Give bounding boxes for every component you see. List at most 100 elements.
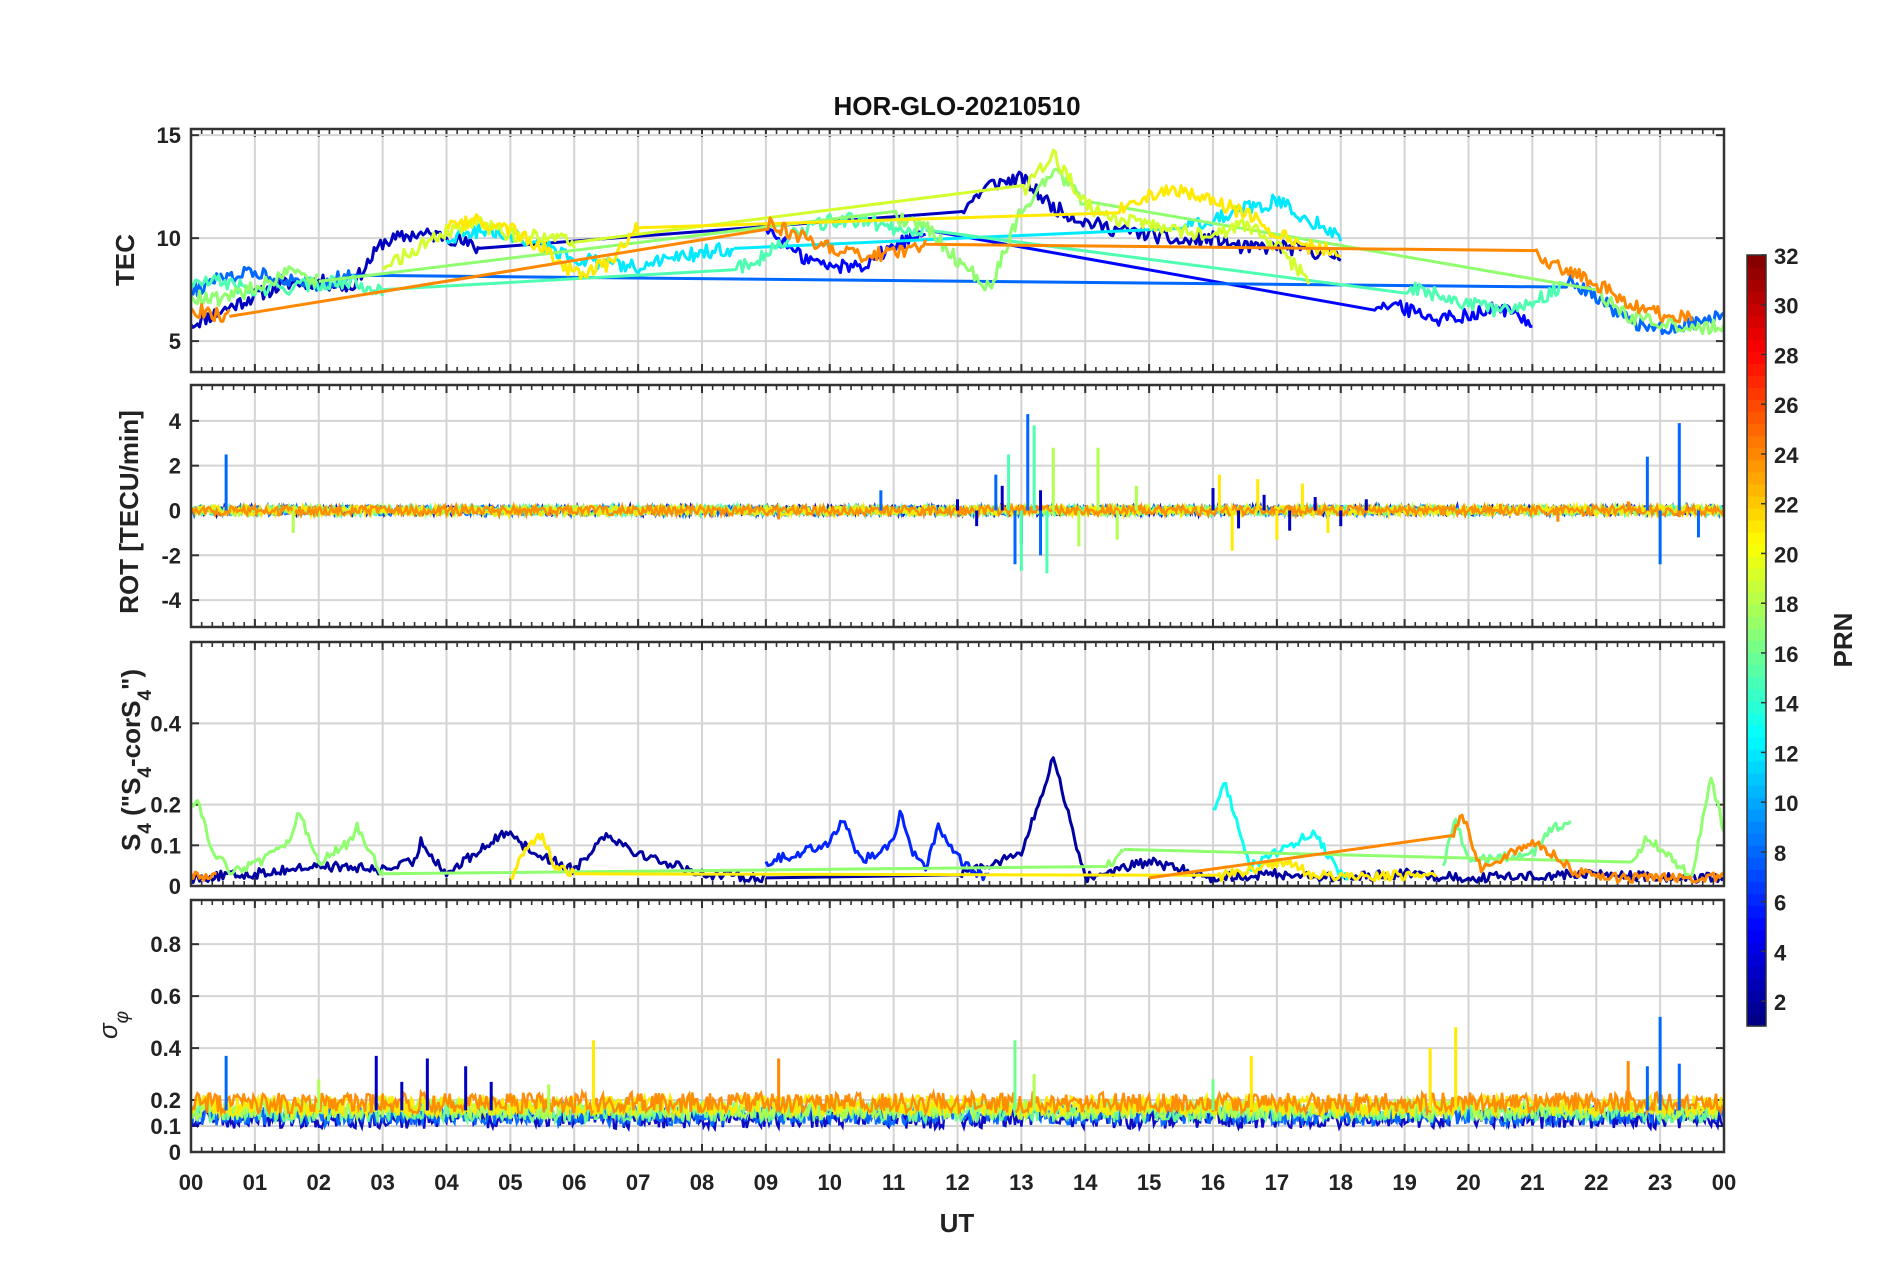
x-axis-label: UT [940, 1208, 975, 1238]
x-tick-label: 00 [1712, 1170, 1736, 1195]
colorbar-segment [1747, 580, 1766, 593]
colorbar-segment [1747, 688, 1766, 702]
colorbar-segment [1747, 604, 1766, 618]
x-tick-label: 10 [818, 1170, 842, 1195]
colorbar-tick-label: 2 [1774, 990, 1786, 1015]
colorbar-tick-label: 26 [1774, 393, 1798, 418]
series-prn-21 [510, 832, 1438, 883]
colorbar-segment [1747, 507, 1766, 521]
colorbar-tick-label: 18 [1774, 592, 1798, 617]
colorbar-segment [1747, 291, 1766, 304]
y-tick-label: 0.1 [150, 1114, 181, 1139]
colorbar-segment [1747, 616, 1766, 630]
colorbar-segment [1747, 821, 1766, 834]
axes-frame-s4 [189, 640, 1726, 888]
y-tick-label: -2 [161, 543, 181, 568]
x-tick-label: 21 [1520, 1170, 1544, 1195]
x-tick-label: 01 [243, 1170, 267, 1195]
x-tick-label: 11 [882, 1170, 905, 1195]
colorbar-segment [1747, 785, 1766, 798]
colorbar-segment [1747, 881, 1766, 895]
colorbar-segment [1747, 977, 1766, 991]
colorbar-segment [1747, 917, 1766, 931]
x-tick-label: 15 [1137, 1170, 1161, 1195]
colorbar-segment [1747, 1013, 1766, 1027]
colorbar-segment [1747, 435, 1766, 449]
y-tick-label: 0.8 [150, 932, 181, 957]
colorbar-segment [1747, 869, 1766, 883]
x-tick-label: 19 [1392, 1170, 1416, 1195]
x-tick-label: 14 [1073, 1170, 1098, 1195]
y-tick-label: 0.6 [150, 984, 181, 1009]
x-tick-label: 04 [434, 1170, 459, 1195]
colorbar-label: PRN [1828, 613, 1858, 668]
series-prn-6 [764, 809, 990, 882]
series-prn-24 [191, 813, 1724, 884]
colorbar-segment [1747, 893, 1766, 907]
y-tick-label: 0 [169, 498, 181, 523]
y-tick-label: 2 [169, 454, 181, 479]
colorbar-segment [1747, 459, 1766, 473]
series-prn-21 [445, 184, 1342, 280]
colorbar-segment [1747, 664, 1766, 678]
colorbar-tick-label: 16 [1774, 642, 1798, 667]
colorbar-segment [1747, 520, 1766, 533]
colorbar-segment [1747, 941, 1766, 955]
x-tick-label: 17 [1265, 1170, 1289, 1195]
baseline-prn-24 [191, 1087, 1724, 1118]
x-tick-label: 12 [945, 1170, 969, 1195]
y-tick-label: 0.2 [150, 793, 181, 818]
series-prn-13 [1212, 781, 1349, 881]
y-tick-label: 15 [157, 123, 181, 148]
x-tick-label: 08 [690, 1170, 714, 1195]
colorbar-tick-label: 22 [1774, 493, 1798, 518]
colorbar-segment [1747, 857, 1766, 870]
series-prn-17 [191, 167, 1724, 336]
colorbar-tick-label: 30 [1774, 294, 1798, 319]
plot-area-tec [191, 148, 1724, 336]
panel-sigma_phi: 00 01 02 03 04 05 06 07 08 09 10 11 12 13 14 15 16 17 18 19… [150, 898, 1736, 1195]
colorbar-segment [1747, 652, 1766, 666]
colorbar-segment [1747, 676, 1766, 690]
x-tick-label: 07 [626, 1170, 650, 1195]
y-label-tec: TEC [110, 234, 140, 286]
panel-rot: -4 -2 0 2 4 [161, 383, 1726, 629]
colorbar-segment [1747, 592, 1766, 605]
x-tick-label: 02 [307, 1170, 331, 1195]
y-tick-label: 0 [169, 874, 181, 899]
colorbar-segment [1747, 351, 1766, 365]
colorbar-segment [1747, 568, 1766, 581]
colorbar-segment [1747, 532, 1766, 545]
series-prn-24 [191, 216, 1694, 324]
axes-frame-tec [189, 127, 1726, 374]
x-tick-label: 03 [370, 1170, 394, 1195]
colorbar-segment [1747, 712, 1766, 726]
x-tick-label: 06 [562, 1170, 586, 1195]
colorbar-segment [1747, 773, 1766, 786]
colorbar-tick-label: 8 [1774, 841, 1786, 866]
colorbar-segment [1747, 303, 1766, 316]
colorbar-segment [1747, 411, 1766, 425]
colorbar-segment [1747, 809, 1766, 822]
colorbar-segment [1747, 953, 1766, 967]
y-tick-label: 0.2 [150, 1088, 181, 1113]
colorbar-tick-label: 4 [1774, 940, 1787, 965]
y-tick-label: 0.4 [150, 1036, 181, 1061]
colorbar-segment [1747, 845, 1766, 858]
series-prn-15 [191, 211, 1565, 318]
x-tick-label: 00 [179, 1170, 203, 1195]
colorbar-frame [1746, 254, 1767, 1027]
colorbar-segment [1747, 760, 1766, 774]
colorbar-segment [1747, 267, 1766, 280]
colorbar-segment [1747, 833, 1766, 846]
colorbar-segment [1747, 471, 1766, 485]
plot-area-sigma_phi [191, 1016, 1724, 1133]
colorbar-segment [1747, 965, 1766, 979]
x-tick-label: 18 [1329, 1170, 1353, 1195]
axes-frame-sigma_phi [189, 898, 1726, 1154]
axes-frame-rot [189, 383, 1726, 629]
x-tick-label: 16 [1201, 1170, 1225, 1195]
colorbar-segment [1747, 628, 1766, 642]
